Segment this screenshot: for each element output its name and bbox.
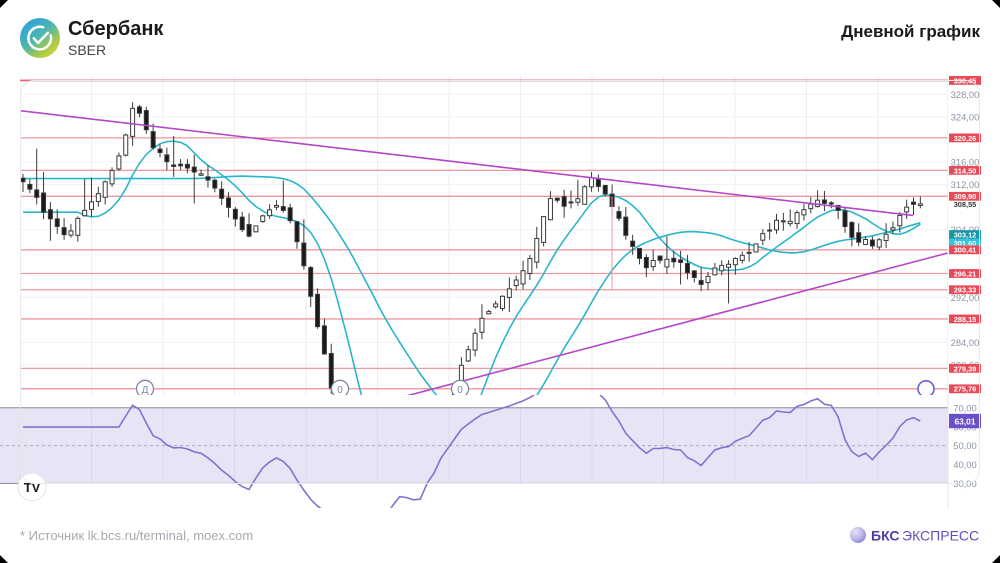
svg-text:296,21: 296,21 [954,269,977,278]
svg-text:БКС: БКС [871,528,900,544]
svg-text:50,00: 50,00 [953,440,976,451]
svg-text:324,00: 324,00 [951,111,980,122]
svg-text:275,76: 275,76 [954,385,977,394]
svg-text:288,15: 288,15 [954,315,977,324]
svg-text:320,26: 320,26 [954,134,977,143]
svg-text:330,45: 330,45 [954,76,977,85]
svg-text:0: 0 [457,385,463,395]
svg-text:300,41: 300,41 [954,246,977,255]
svg-text:328,00: 328,00 [951,89,980,100]
svg-text:314,50: 314,50 [954,166,977,175]
svg-text:284,00: 284,00 [951,337,980,348]
svg-text:ЭКСПРЕСС: ЭКСПРЕСС [902,528,979,544]
svg-text:0: 0 [337,385,343,395]
svg-text:312,00: 312,00 [951,179,980,190]
svg-text:TV: TV [24,480,41,495]
svg-text:308,55: 308,55 [954,200,977,209]
svg-text:30,00: 30,00 [953,478,976,489]
svg-text:40,00: 40,00 [953,459,976,470]
svg-text:Д: Д [142,385,149,395]
svg-text:70,00: 70,00 [953,402,976,413]
svg-text:279,39: 279,39 [954,364,977,373]
svg-text:293,33: 293,33 [954,286,977,295]
svg-text:63,01: 63,01 [955,416,976,426]
